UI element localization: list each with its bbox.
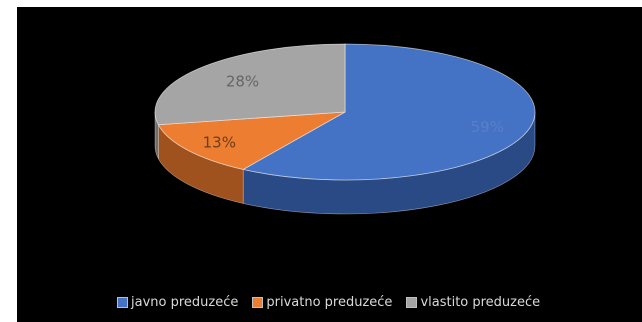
legend-label-javno: javno preduzeće [131,295,239,310]
legend-label-vlastito: vlastito preduzeće [420,295,541,310]
legend-item-javno: javno preduzeće [117,295,238,310]
pie-chart: 59% 13% 28% [154,43,536,215]
legend-label-privatno: privatno preduzeće [266,295,393,310]
data-label-privatno: 13% [203,134,236,152]
legend-swatch-javno [117,297,128,308]
pie-tops [154,43,536,181]
chart-area: 59% 13% 28% javno preduzeće privatno predu… [17,7,642,322]
pie-slice-javno [242,43,536,181]
data-label-vlastito: 28% [226,73,259,91]
legend: javno preduzeće privatno preduzeće vlast… [117,295,554,310]
legend-item-privatno: privatno preduzeće [252,295,392,310]
legend-swatch-privatno [252,297,264,308]
pie-slice-vlastito [154,43,346,126]
legend-swatch-vlastito [406,297,418,308]
legend-item-vlastito: vlastito preduzeće [406,295,540,310]
data-label-javno: 59% [471,118,504,136]
pie-labels: 59% 13% 28% [203,73,504,152]
pie-slice-privatno [157,111,346,170]
